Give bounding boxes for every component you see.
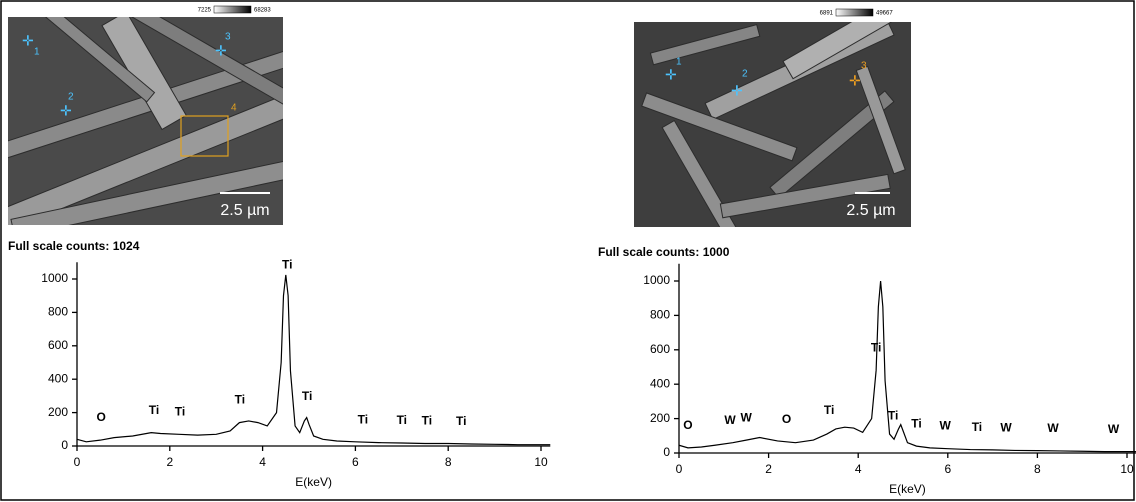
x-axis-label: E(keV) bbox=[295, 475, 332, 489]
marker: 2 bbox=[68, 92, 74, 103]
svg-text:✛: ✛ bbox=[215, 43, 227, 59]
peak-label: Ti bbox=[282, 258, 292, 272]
scale-bar: 2.5 µm bbox=[220, 202, 269, 219]
x-axis-label: E(keV) bbox=[889, 482, 926, 496]
peak-label: W bbox=[1000, 420, 1012, 434]
y-tick-label: 0 bbox=[663, 445, 670, 459]
colorbar-min: 6891 bbox=[820, 11, 834, 17]
x-tick-label: 4 bbox=[259, 455, 266, 469]
peak-label: Ti bbox=[175, 405, 185, 419]
marker: 3 bbox=[861, 61, 867, 72]
y-tick-label: 200 bbox=[48, 405, 68, 419]
spectrum-line bbox=[678, 280, 1136, 453]
y-tick-label: 600 bbox=[48, 338, 68, 352]
y-tick-label: 1000 bbox=[643, 273, 670, 287]
colorbar-min: 7225 bbox=[198, 8, 212, 14]
peak-label: W bbox=[1047, 421, 1059, 435]
peak-label: O bbox=[96, 410, 105, 424]
x-tick-label: 10 bbox=[534, 455, 548, 469]
chart-title: Full scale counts: 1024 bbox=[8, 239, 140, 253]
colorbar bbox=[835, 8, 874, 17]
y-tick-label: 600 bbox=[650, 342, 670, 356]
svg-text:✛: ✛ bbox=[731, 83, 743, 99]
y-tick-label: 800 bbox=[650, 308, 670, 322]
peak-label: W bbox=[741, 410, 753, 424]
marker: 3 bbox=[225, 32, 231, 43]
x-tick-label: 0 bbox=[676, 462, 683, 476]
svg-text:✛: ✛ bbox=[665, 67, 677, 83]
x-tick-label: 6 bbox=[352, 455, 359, 469]
peak-label: Ti bbox=[422, 414, 432, 428]
marker: 1 bbox=[34, 47, 40, 58]
y-tick-label: 200 bbox=[650, 411, 670, 425]
peak-label: Ti bbox=[456, 414, 466, 428]
peak-label: Ti bbox=[149, 403, 159, 417]
y-tick-label: 400 bbox=[650, 376, 670, 390]
x-tick-label: 10 bbox=[1120, 462, 1134, 476]
peak-label: Ti bbox=[911, 416, 921, 430]
peak-label: Ti bbox=[302, 389, 312, 403]
svg-text:✛: ✛ bbox=[60, 103, 72, 119]
peak-label: W bbox=[939, 419, 951, 433]
colorbar bbox=[213, 5, 252, 14]
peak-label: Ti bbox=[235, 393, 245, 407]
peak-label: Ti bbox=[397, 413, 407, 427]
peak-label: Ti bbox=[358, 412, 368, 426]
marker: 1 bbox=[676, 57, 682, 68]
spectrum-line bbox=[76, 274, 551, 446]
sem-image: ✛ ✛ ✛ bbox=[634, 22, 911, 227]
x-tick-label: 8 bbox=[1034, 462, 1041, 476]
marker: 2 bbox=[742, 69, 748, 80]
svg-text:✛: ✛ bbox=[849, 73, 861, 89]
sem-image: ✛ ✛ ✛ bbox=[8, 17, 283, 225]
peak-label: W bbox=[724, 413, 736, 427]
x-tick-label: 8 bbox=[445, 455, 452, 469]
marker: 4 bbox=[231, 103, 237, 114]
x-tick-label: 4 bbox=[855, 462, 862, 476]
x-tick-label: 2 bbox=[166, 455, 173, 469]
scale-bar: 2.5 µm bbox=[846, 202, 895, 219]
y-tick-label: 1000 bbox=[41, 271, 68, 285]
x-tick-label: 6 bbox=[944, 462, 951, 476]
chart-title: Full scale counts: 1000 bbox=[598, 245, 730, 259]
colorbar-max: 68283 bbox=[254, 8, 271, 14]
x-tick-label: 2 bbox=[765, 462, 772, 476]
peak-label: O bbox=[683, 418, 692, 432]
peak-label: Ti bbox=[972, 420, 982, 434]
peak-label: O bbox=[782, 412, 791, 426]
peak-label: Ti bbox=[824, 403, 834, 417]
peak-label: Ti bbox=[871, 341, 881, 355]
x-tick-label: 0 bbox=[74, 455, 81, 469]
peak-label: W bbox=[1108, 422, 1120, 436]
y-tick-label: 0 bbox=[61, 438, 68, 452]
peak-label: Ti bbox=[888, 408, 898, 422]
y-tick-label: 800 bbox=[48, 305, 68, 319]
colorbar-max: 49667 bbox=[876, 11, 893, 17]
svg-text:✛: ✛ bbox=[22, 33, 34, 49]
y-tick-label: 400 bbox=[48, 371, 68, 385]
